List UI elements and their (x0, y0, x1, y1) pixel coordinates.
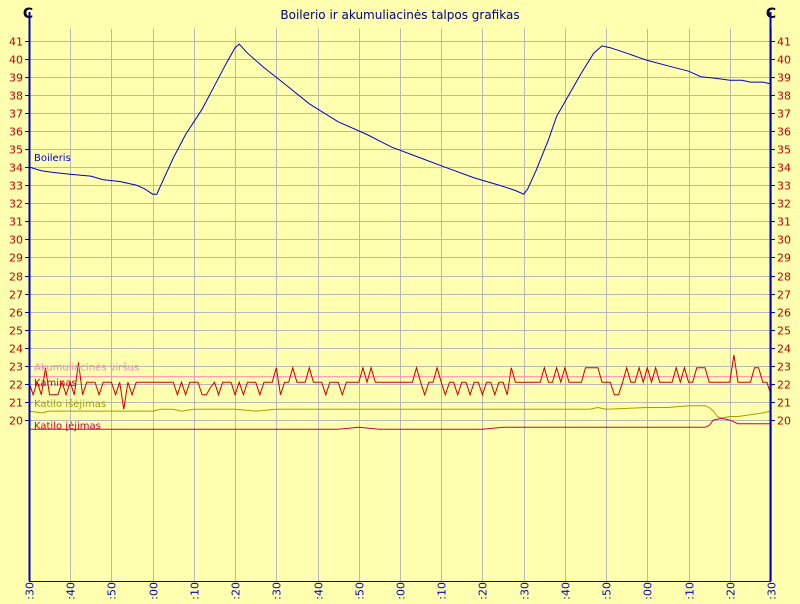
y-tick-label-left: 31 (9, 216, 23, 229)
y-tick-label-right: 33 (777, 180, 791, 193)
x-tick-label: 17:20 (230, 582, 243, 600)
series-line-3 (28, 354, 772, 410)
y-tick-label-left: 20 (9, 415, 23, 428)
y-tick-label-right: 36 (777, 126, 791, 139)
x-tick-label: 18:50 (601, 582, 614, 600)
y-tick-label-right: 32 (777, 198, 791, 211)
y-tick-label-right: 38 (777, 90, 791, 103)
y-tick-label-right: 21 (777, 397, 791, 410)
series-label-1: Boileris (34, 153, 71, 164)
x-tick-label: 17:10 (189, 582, 202, 600)
y-tick-label-left: 21 (9, 397, 23, 410)
y-tick-label-right: 31 (777, 216, 791, 229)
y-axis-unit-left: C (23, 6, 33, 22)
y-tick-label-right: 27 (777, 289, 791, 302)
x-tick-label: 16:40 (65, 582, 78, 600)
y-tick-label-right: 22 (777, 379, 791, 392)
y-tick-label-left: 36 (9, 126, 23, 139)
x-tick-label: 18:30 (519, 582, 532, 600)
x-tick-label: 18:40 (560, 582, 573, 600)
x-tick-label: 19:30 (766, 582, 779, 600)
y-tick-label-right: 35 (777, 144, 791, 157)
y-tick-label-left: 27 (9, 289, 23, 302)
x-tick-label: 18:10 (436, 582, 449, 600)
y-tick-label-right: 26 (777, 307, 791, 320)
y-tick-label-left: 28 (9, 271, 23, 284)
x-tick-label: 17:40 (313, 582, 326, 600)
y-tick-label-left: 35 (9, 144, 23, 157)
y-tick-label-left: 34 (9, 162, 23, 175)
y-tick-label-left: 22 (9, 379, 23, 392)
series-line-4 (28, 405, 772, 419)
series-line-1 (28, 43, 772, 195)
y-tick-label-right: 40 (777, 54, 791, 67)
y-tick-label-left: 24 (9, 343, 23, 356)
series-label-4: Katilo išėjimas (34, 398, 106, 410)
y-tick-label-right: 37 (777, 108, 791, 121)
y-tick-label-right: 41 (777, 36, 791, 49)
y-tick-label-left: 38 (9, 90, 23, 103)
x-tick-label: 19:20 (725, 582, 738, 600)
series-labels: Boileris Akumuliacinės viršus Kaminas Katil… (34, 153, 139, 432)
y-tick-label-left: 37 (9, 108, 23, 121)
series-lines (28, 43, 772, 430)
y-tick-label-left: 25 (9, 325, 23, 338)
y-tick-label-left: 23 (9, 361, 23, 374)
x-tick-label: 17:30 (271, 582, 284, 600)
series-label-2: Akumuliacinės viršus (34, 362, 139, 374)
y-tick-label-right: 28 (777, 271, 791, 284)
y-tick-label-left: 41 (9, 36, 23, 49)
x-tick-label: 18:00 (395, 582, 408, 600)
x-tick-label: 17:00 (148, 582, 161, 600)
y-tick-label-left: 33 (9, 180, 23, 193)
chart-title: Boilerio ir akumuliacinės talpos grafika… (280, 8, 519, 22)
series-line-5 (29, 417, 771, 430)
y-tick-label-right: 29 (777, 252, 791, 265)
series-label-5: Katilo įėjimas (34, 421, 101, 432)
y-tick-label-left: 26 (9, 307, 23, 320)
y-tick-label-right: 20 (777, 415, 791, 428)
y-tick-label-right: 34 (777, 162, 791, 175)
y-tick-label-right: 25 (777, 325, 791, 338)
y-tick-label-left: 39 (9, 72, 23, 85)
y-tick-label-left: 29 (9, 252, 23, 265)
y-tick-label-right: 39 (777, 72, 791, 85)
axes: 20 20 21 21 22 22 23 23 24 24 25 25 26 26 27 27 28 28 29 29… (9, 12, 791, 604)
y-tick-label-left: 32 (9, 198, 23, 211)
y-tick-label-right: 24 (777, 343, 791, 356)
y-tick-label-left: 40 (9, 54, 23, 67)
series-label-3: Kaminas (34, 378, 77, 389)
y-tick-label-left: 30 (9, 234, 23, 247)
x-tick-label: 16:50 (106, 582, 119, 600)
x-tick-label: 18:20 (477, 582, 490, 600)
grid (29, 28, 772, 581)
y-tick-label-right: 30 (777, 234, 791, 247)
x-tick-label: 19:00 (642, 582, 655, 600)
y-tick-label-right: 23 (777, 361, 791, 374)
x-tick-label: 16:30 (24, 582, 37, 600)
x-tick-label: 19:10 (684, 582, 697, 600)
x-tick-label: 17:50 (354, 582, 367, 600)
